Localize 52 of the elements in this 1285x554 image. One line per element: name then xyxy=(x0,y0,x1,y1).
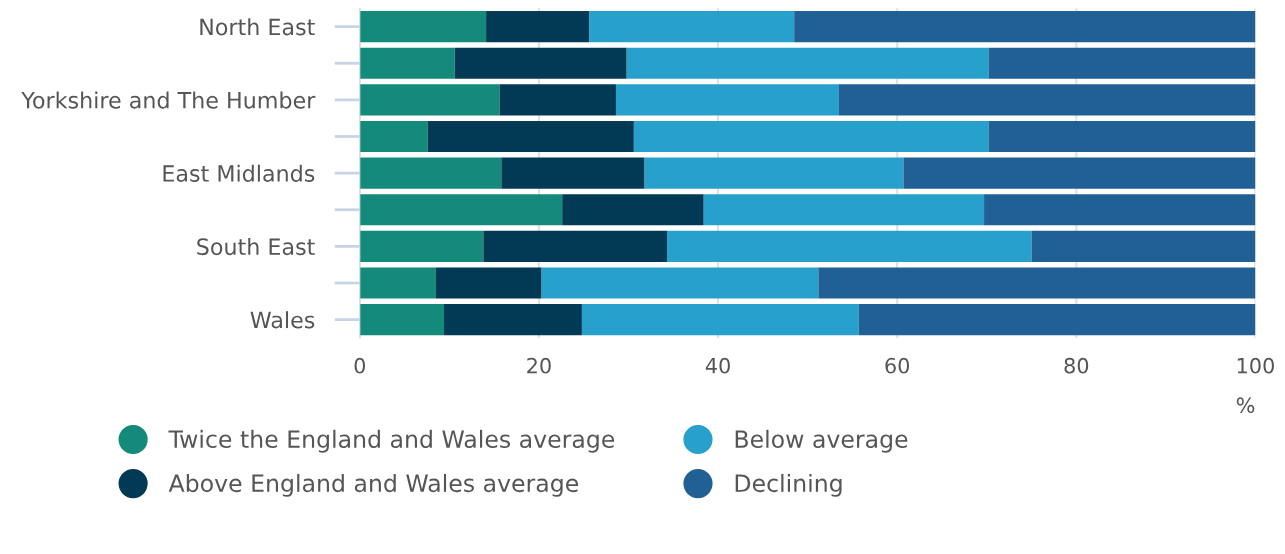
bar xyxy=(501,157,645,189)
bar xyxy=(838,84,1256,116)
y-tick-label: Yorkshire and The Humber xyxy=(21,91,316,109)
bar xyxy=(359,120,428,153)
bar xyxy=(667,230,1032,262)
bar xyxy=(984,194,1256,226)
legend-label: Below average xyxy=(735,429,908,453)
bar xyxy=(988,120,1256,153)
x-tick-label: 40 xyxy=(705,357,730,374)
bar xyxy=(359,11,487,43)
bar xyxy=(626,47,989,79)
bar xyxy=(359,47,455,79)
bar xyxy=(454,47,627,79)
bar xyxy=(359,194,563,226)
x-tick-label: 0 xyxy=(354,357,366,374)
bar xyxy=(443,304,582,336)
y-tick-label: Wales xyxy=(250,311,315,329)
bar xyxy=(562,194,704,226)
legend-label: Declining xyxy=(735,473,842,497)
x-tick-label: 80 xyxy=(1064,357,1089,374)
bar xyxy=(359,157,502,189)
bar xyxy=(359,84,500,116)
bar xyxy=(903,157,1256,189)
bar xyxy=(858,304,1256,336)
bar xyxy=(988,47,1256,79)
bar xyxy=(359,267,436,299)
bar xyxy=(589,11,795,43)
y-tick-label: South East xyxy=(197,237,315,256)
x-tick-label: 100 xyxy=(1237,357,1274,374)
x-tick-label: 60 xyxy=(885,357,910,374)
bar xyxy=(644,157,904,189)
bar xyxy=(633,120,989,153)
bar xyxy=(794,11,1256,43)
legend-label: Twice the England and Wales average xyxy=(168,429,615,453)
bar xyxy=(359,230,484,262)
bar xyxy=(541,267,819,299)
bar xyxy=(486,11,590,43)
bar xyxy=(483,230,668,262)
bar xyxy=(499,84,616,116)
y-tick-label: North East xyxy=(200,18,315,36)
bar xyxy=(818,267,1256,299)
bar xyxy=(435,267,542,299)
x-tick-label: 20 xyxy=(527,357,551,374)
bar xyxy=(581,304,859,336)
bar xyxy=(1031,230,1256,262)
bar xyxy=(703,194,985,226)
bar xyxy=(359,304,444,336)
legend-label: Above England and Wales average xyxy=(168,473,579,497)
bar xyxy=(427,120,634,153)
y-tick-label: East Midlands xyxy=(163,164,315,182)
bar xyxy=(615,84,839,116)
x-axis-title: % xyxy=(1236,397,1255,414)
